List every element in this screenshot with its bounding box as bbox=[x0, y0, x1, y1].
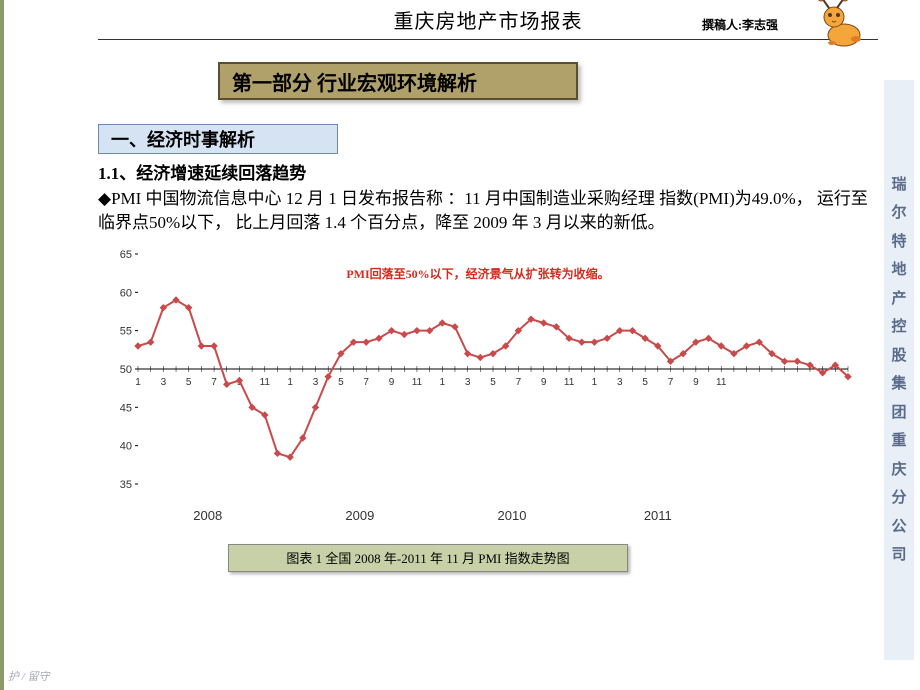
svg-text:5: 5 bbox=[490, 377, 496, 388]
svg-text:11: 11 bbox=[716, 377, 727, 388]
svg-text:1: 1 bbox=[135, 377, 141, 388]
svg-text:7: 7 bbox=[516, 377, 522, 388]
section-part1-box: 第一部分 行业宏观环境解析 bbox=[218, 62, 578, 100]
svg-text:2008: 2008 bbox=[193, 508, 222, 523]
section-sub1-title: 一、经济时事解析 bbox=[111, 126, 255, 152]
svg-text:1: 1 bbox=[592, 377, 598, 388]
section-part1-title: 第一部分 行业宏观环境解析 bbox=[232, 67, 477, 96]
svg-text:5: 5 bbox=[642, 377, 648, 388]
right-sidebar: 瑞尔特地产控股集团重庆分公司 bbox=[884, 80, 914, 660]
svg-text:1: 1 bbox=[287, 377, 293, 388]
svg-text:45: 45 bbox=[120, 402, 132, 414]
chart-caption-box: 图表 1 全国 2008 年-2011 年 11 月 PMI 指数走势图 bbox=[228, 544, 628, 572]
left-gutter bbox=[4, 0, 98, 690]
svg-text:7: 7 bbox=[363, 377, 369, 388]
sidebar-char: 公 bbox=[891, 513, 906, 542]
svg-text:11: 11 bbox=[412, 377, 423, 388]
footer-text: 护 / 留守 bbox=[8, 668, 50, 684]
svg-text:3: 3 bbox=[161, 377, 167, 388]
heading-1-1: 1.1、经济增速延续回落趋势 bbox=[98, 164, 306, 183]
chart-caption-text: 图表 1 全国 2008 年-2011 年 11 月 PMI 指数走势图 bbox=[286, 548, 569, 567]
sidebar-char: 团 bbox=[891, 399, 906, 428]
svg-text:65: 65 bbox=[120, 249, 132, 261]
main-content: 重庆房地产市场报表 撰稿人:李志强 第一部分 行业宏观环境解析 一、经济时事解析… bbox=[98, 0, 878, 690]
svg-text:3: 3 bbox=[313, 377, 319, 388]
header-title: 重庆房地产市场报表 bbox=[394, 5, 583, 34]
header-author: 撰稿人:李志强 bbox=[702, 16, 778, 33]
sidebar-char: 股 bbox=[891, 342, 906, 371]
mascot-icon bbox=[804, 0, 872, 47]
svg-text:2011: 2011 bbox=[644, 508, 672, 523]
svg-text:55: 55 bbox=[120, 326, 132, 338]
sidebar-char: 庆 bbox=[891, 456, 906, 485]
sidebar-char: 地 bbox=[891, 256, 906, 285]
svg-text:35: 35 bbox=[120, 479, 132, 491]
sidebar-char: 分 bbox=[891, 484, 906, 513]
svg-text:50: 50 bbox=[120, 364, 132, 376]
svg-text:11: 11 bbox=[260, 377, 271, 388]
svg-text:9: 9 bbox=[541, 377, 547, 388]
sidebar-char: 司 bbox=[891, 541, 906, 570]
sidebar-char: 重 bbox=[891, 427, 906, 456]
svg-text:2009: 2009 bbox=[345, 508, 374, 523]
svg-text:3: 3 bbox=[465, 377, 471, 388]
sidebar-char: 尔 bbox=[891, 199, 906, 228]
svg-text:1: 1 bbox=[440, 377, 446, 388]
body-text-block: 1.1、经济增速延续回落趋势 ◆PMI 中国物流信息中心 12 月 1 日发布报… bbox=[98, 162, 868, 236]
sidebar-char: 产 bbox=[891, 285, 906, 314]
svg-text:2010: 2010 bbox=[498, 508, 527, 523]
svg-text:5: 5 bbox=[186, 377, 192, 388]
svg-text:9: 9 bbox=[389, 377, 395, 388]
svg-text:5: 5 bbox=[338, 377, 344, 388]
page-header: 重庆房地产市场报表 撰稿人:李志强 bbox=[98, 0, 878, 40]
svg-text:60: 60 bbox=[120, 287, 132, 299]
sidebar-char: 瑞 bbox=[891, 171, 906, 200]
svg-text:7: 7 bbox=[668, 377, 674, 388]
chart-svg: 3540455055606513579111357911135791113579… bbox=[98, 244, 858, 534]
svg-text:9: 9 bbox=[693, 377, 699, 388]
svg-text:3: 3 bbox=[617, 377, 623, 388]
sidebar-char: 集 bbox=[891, 370, 906, 399]
pmi-line-chart: 3540455055606513579111357911135791113579… bbox=[98, 244, 858, 534]
sidebar-char: 控 bbox=[891, 313, 906, 342]
section-sub1-box: 一、经济时事解析 bbox=[98, 124, 338, 154]
svg-text:40: 40 bbox=[120, 441, 132, 453]
svg-text:PMI回落至50%以下，经济景气从扩张转为收缩。: PMI回落至50%以下，经济景气从扩张转为收缩。 bbox=[346, 266, 609, 281]
svg-text:7: 7 bbox=[211, 377, 217, 388]
sidebar-char: 特 bbox=[891, 228, 906, 257]
body-paragraph: ◆PMI 中国物流信息中心 12 月 1 日发布报告称 ：11 月中国制造业采购… bbox=[98, 189, 868, 233]
svg-text:11: 11 bbox=[564, 377, 575, 388]
